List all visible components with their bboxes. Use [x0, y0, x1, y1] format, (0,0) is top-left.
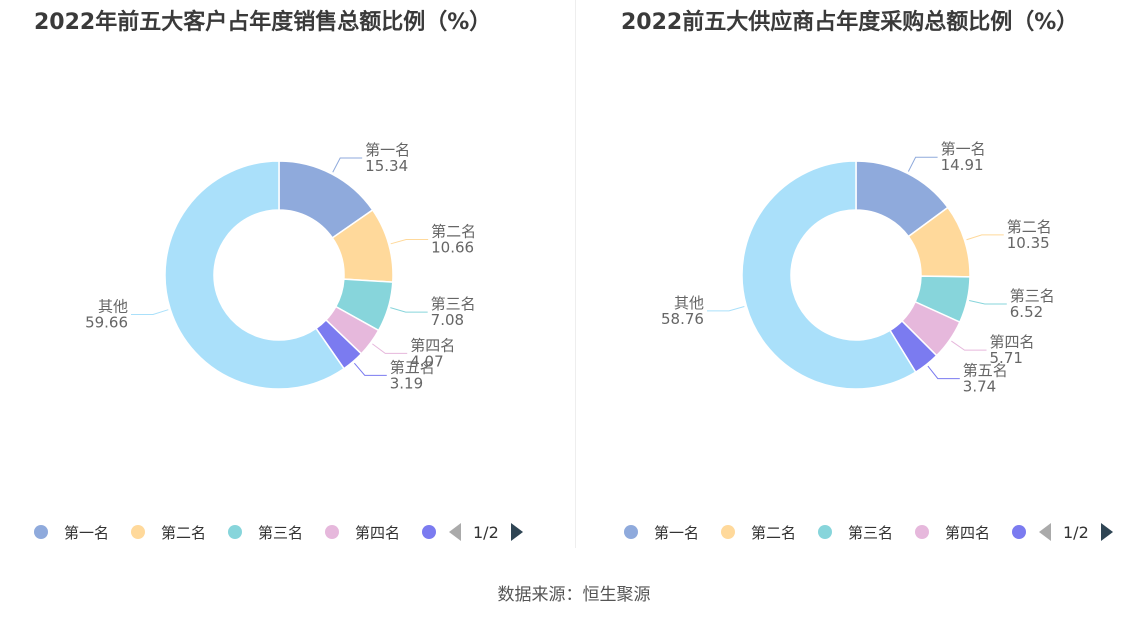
- legend-item-5[interactable]: [422, 519, 436, 545]
- slice-value-label: 4.07: [410, 352, 443, 370]
- chart-title: 2022年前五大客户占年度销售总额比例（%）: [34, 10, 492, 35]
- chart-title: 2022前五大供应商占年度采购总额比例（%）: [621, 10, 1079, 35]
- legend-item-3[interactable]: 第三名: [818, 519, 893, 545]
- next-page-arrow-icon[interactable]: [1100, 523, 1113, 541]
- slice-category-label: 第二名: [1007, 218, 1052, 236]
- slice-value-label: 5.71: [990, 349, 1023, 367]
- label-leader-line: [372, 343, 408, 354]
- slice-category-label: 第四名: [990, 333, 1035, 351]
- supplier-chart-panel: 2022前五大供应商占年度采购总额比例（%） 第一名 14.91 第二名 10.35 第…: [577, 0, 1148, 560]
- label-leader-line: [332, 157, 363, 173]
- label-leader-line: [353, 362, 387, 376]
- legend-label: 第一名: [654, 523, 700, 542]
- slice-value-label: 3.74: [963, 378, 996, 396]
- legend-marker: [1012, 525, 1026, 539]
- label-leader-line: [966, 234, 1004, 241]
- legend-marker: [818, 525, 832, 539]
- legend-marker: [34, 525, 48, 539]
- legend-label: 第四名: [355, 523, 401, 542]
- legend-label: 第三名: [258, 523, 304, 542]
- legend-marker: [131, 525, 145, 539]
- data-source-note: 数据来源：恒生聚源: [497, 585, 651, 605]
- slice-category-label: 第五名: [390, 358, 435, 376]
- label-leader-line: [927, 365, 960, 380]
- prev-page-arrow-icon[interactable]: [1039, 523, 1051, 541]
- slice-value-label: 10.66: [431, 239, 474, 257]
- legend-label: 第二名: [751, 523, 797, 542]
- page-indicator: 1/2: [473, 522, 499, 542]
- slice-value-label: 14.91: [941, 156, 984, 174]
- slice-value-label: 59.66: [85, 313, 128, 331]
- slice-value-label: 58.76: [661, 310, 704, 328]
- legend-item-2[interactable]: 第二名: [131, 519, 206, 545]
- slice-category-label: 第三名: [1010, 287, 1055, 305]
- donut-slice[interactable]: [164, 160, 346, 390]
- legend-label: 第一名: [64, 523, 110, 542]
- legend-marker: [624, 525, 638, 539]
- legend-item-4[interactable]: 第四名: [325, 519, 400, 545]
- legend-marker: [915, 525, 929, 539]
- prev-page-arrow-icon[interactable]: [449, 523, 461, 541]
- slice-value-label: 15.34: [365, 157, 408, 175]
- legend-label: 第三名: [848, 523, 894, 542]
- slice-category-label: 第一名: [941, 140, 986, 158]
- customer-chart-panel: 2022年前五大客户占年度销售总额比例（%） 第一名 15.34 第二名 10.66 第…: [0, 0, 574, 560]
- legend-label: 第二名: [161, 523, 207, 542]
- slice-value-label: 7.08: [431, 311, 464, 329]
- slice-category-label: 第四名: [410, 336, 455, 354]
- slice-category-label: 其他: [674, 294, 704, 312]
- legend-item-5[interactable]: [1012, 519, 1026, 545]
- donut-slice[interactable]: [741, 160, 917, 390]
- slice-category-label: 第二名: [431, 223, 476, 241]
- legend-marker: [228, 525, 242, 539]
- slice-value-label: 10.35: [1007, 234, 1050, 252]
- label-leader-line: [131, 309, 169, 315]
- legend-pager: 1/2: [449, 519, 523, 545]
- legend-marker: [325, 525, 339, 539]
- label-leader-line: [390, 307, 428, 313]
- legend-item-3[interactable]: 第三名: [228, 519, 303, 545]
- slice-category-label: 第五名: [963, 362, 1008, 380]
- label-leader-line: [706, 306, 745, 312]
- legend-marker: [422, 525, 436, 539]
- label-leader-line: [951, 340, 987, 351]
- legend-label: 第四名: [945, 523, 991, 542]
- legend-item-4[interactable]: 第四名: [915, 519, 990, 545]
- next-page-arrow-icon[interactable]: [510, 523, 523, 541]
- panel-divider: [575, 0, 576, 548]
- legend-marker: [721, 525, 735, 539]
- slice-value-label: 6.52: [1010, 303, 1043, 321]
- page-indicator: 1/2: [1063, 522, 1089, 542]
- slice-category-label: 其他: [98, 297, 128, 315]
- legend-item-1[interactable]: 第一名: [34, 519, 109, 545]
- label-leader-line: [907, 156, 938, 172]
- legend-pager: 1/2: [1039, 519, 1113, 545]
- legend-item-2[interactable]: 第二名: [721, 519, 796, 545]
- label-leader-line: [969, 299, 1007, 305]
- label-leader-line: [390, 239, 429, 245]
- slice-category-label: 第一名: [365, 141, 410, 159]
- slice-category-label: 第三名: [431, 295, 476, 313]
- slice-value-label: 3.19: [390, 374, 423, 392]
- legend-item-1[interactable]: 第一名: [624, 519, 699, 545]
